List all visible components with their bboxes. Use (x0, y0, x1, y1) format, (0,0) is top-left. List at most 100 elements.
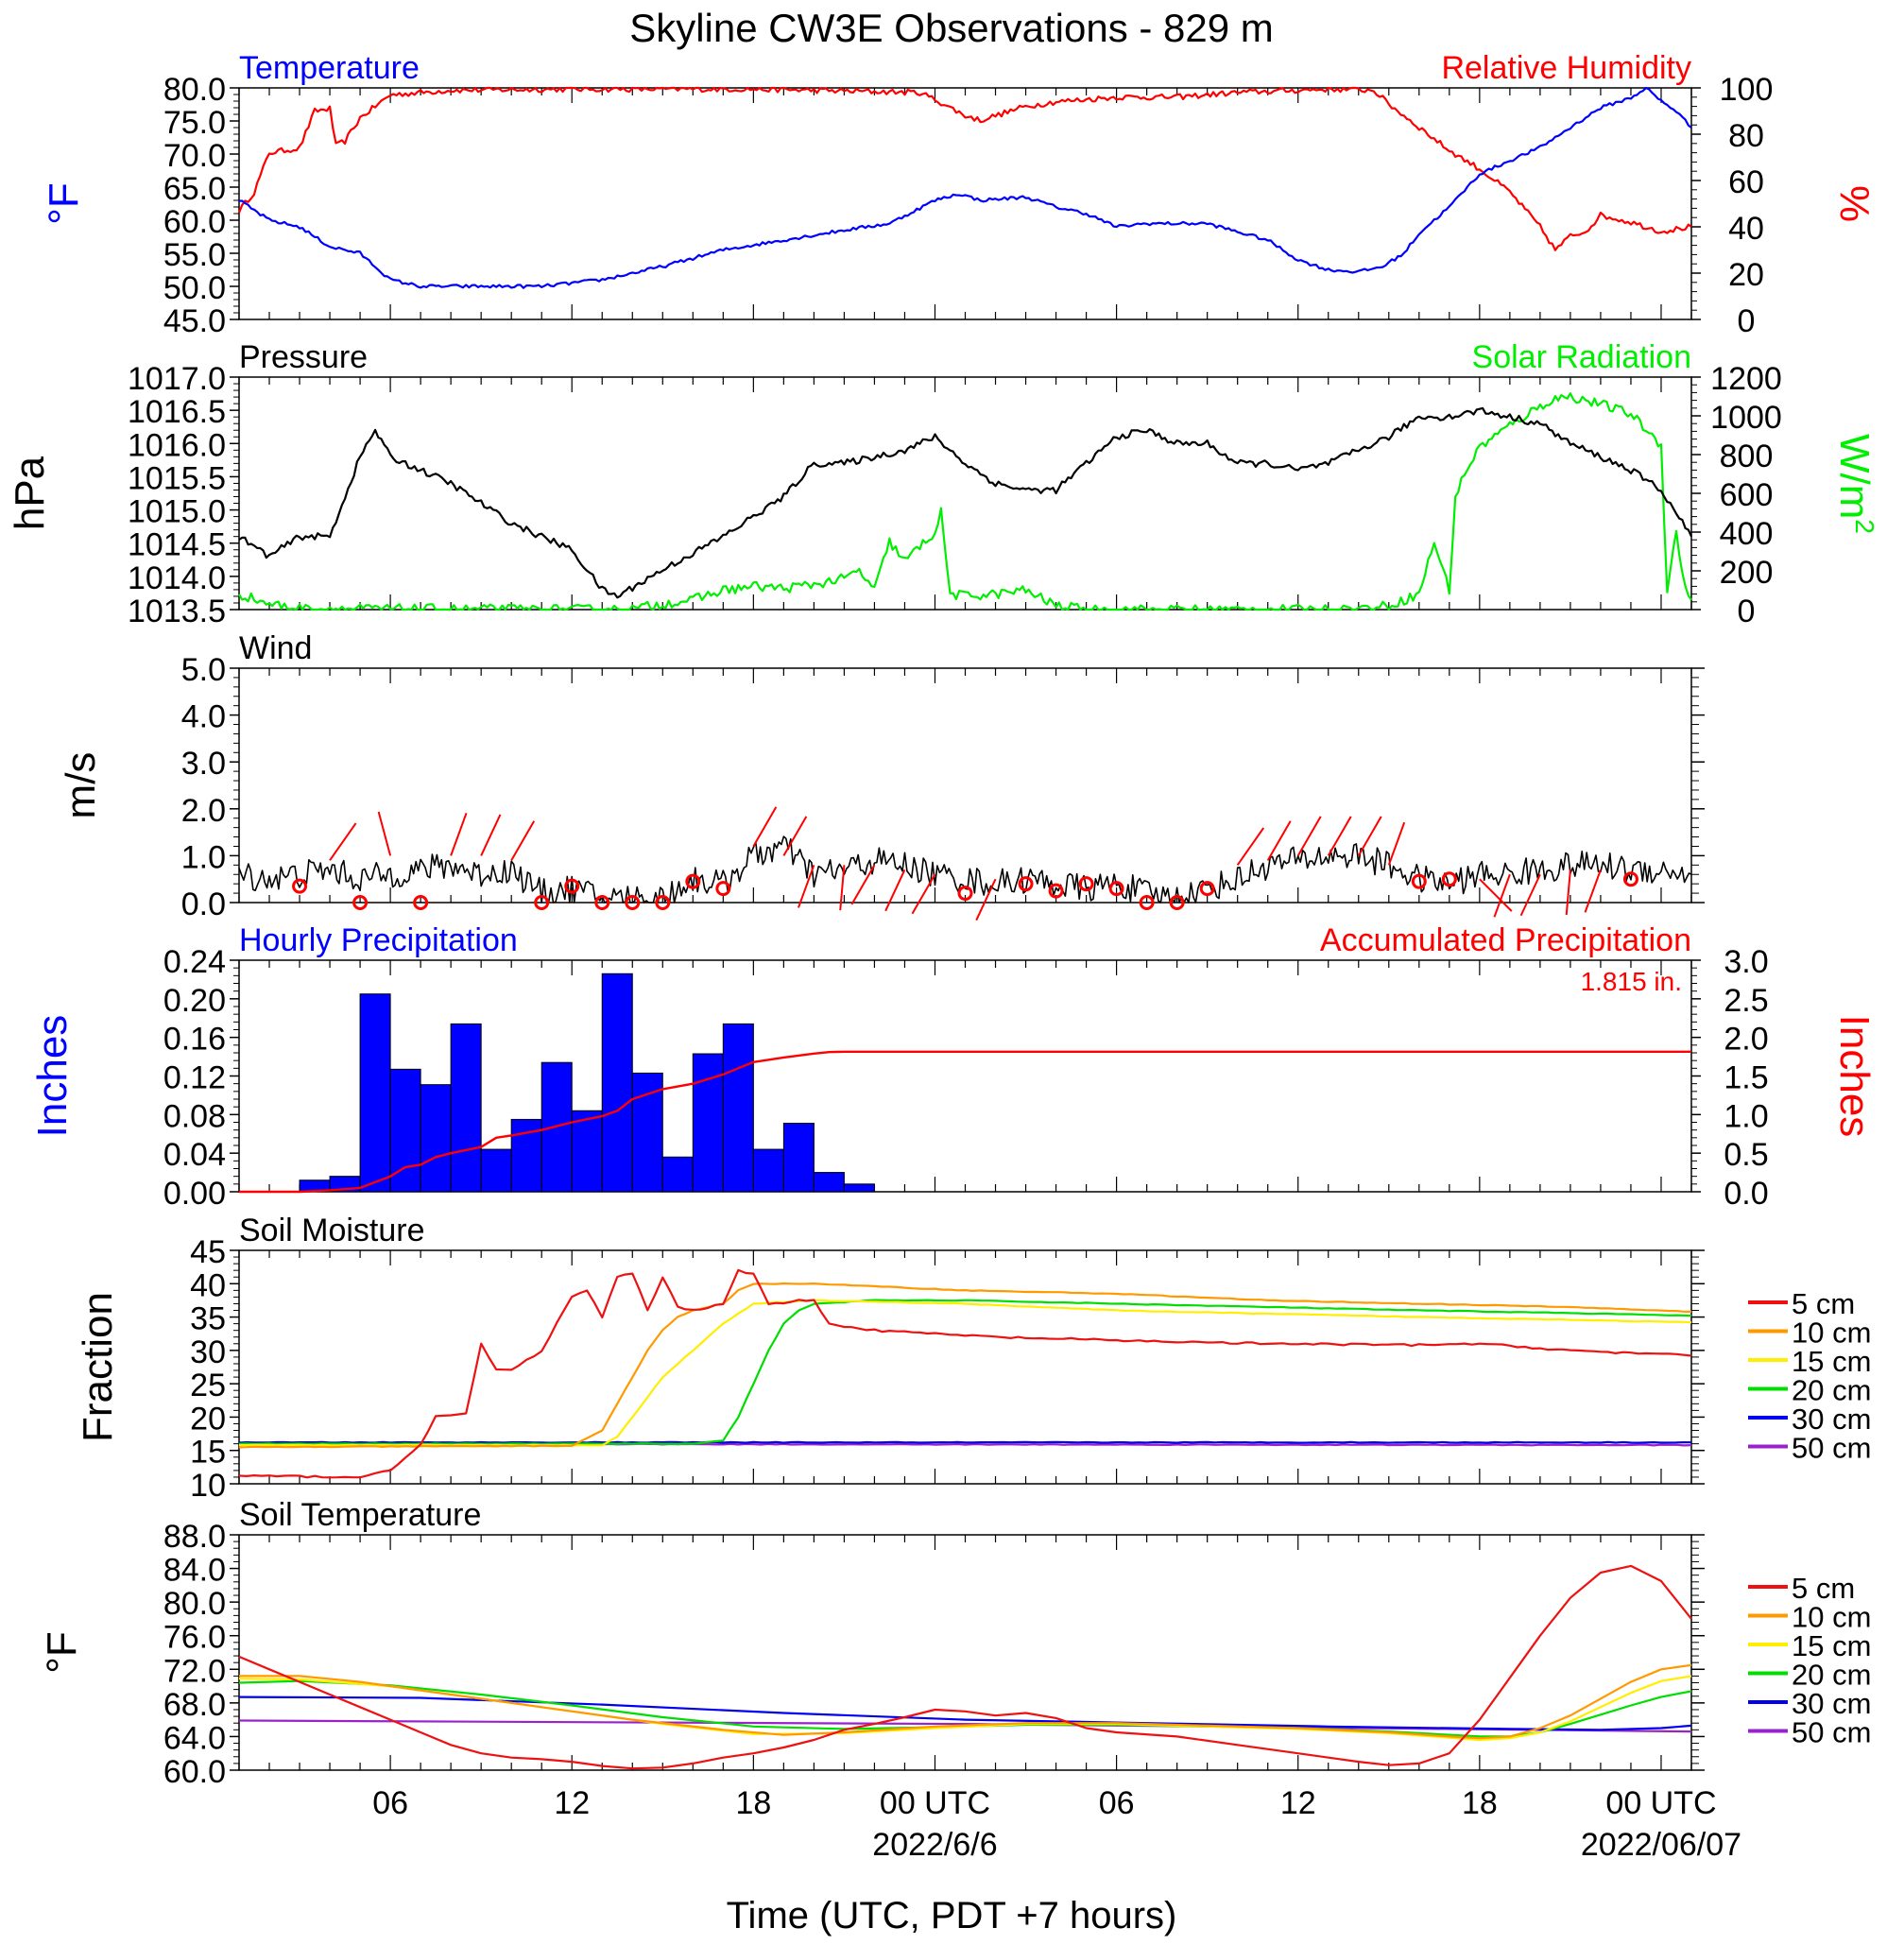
precip-bar (601, 972, 633, 1193)
soil-moisture-tick-label: 25 (190, 1368, 226, 1403)
pressure-axis-label: hPa (7, 456, 53, 530)
soil-moisture-title: Soil Moisture (239, 1213, 425, 1248)
soil-moisture-tick-label: 40 (190, 1267, 226, 1303)
soil-temp-tick-label: 72.0 (163, 1653, 226, 1689)
wind-barb (1296, 816, 1322, 856)
soil-temp-tick-label: 60.0 (163, 1754, 226, 1790)
legend-label: 50 cm (1792, 1716, 1871, 1749)
wind-barb (1327, 816, 1352, 856)
panels: 80.075.070.065.060.055.050.045.010080604… (7, 50, 1879, 1863)
accum-precip-tick-label: 1.5 (1724, 1060, 1768, 1096)
pressure-tick-label: 1016.0 (128, 427, 226, 463)
soil-temp-line-5cm (238, 1564, 1692, 1770)
accum-precip-line (239, 1050, 1691, 1194)
wind-barb (975, 878, 997, 921)
hourly-precip-tick-label: 0.08 (163, 1098, 226, 1134)
pressure-tick-label: 1013.5 (128, 594, 226, 629)
temperature-tick-label: 80.0 (163, 72, 226, 108)
soil-moisture-line-5cm (238, 1268, 1692, 1479)
precip-bar (420, 1084, 452, 1193)
solar-tick-label: 1200 (1710, 361, 1782, 397)
pressure-title: Pressure (239, 339, 368, 375)
wind-barb (911, 873, 936, 915)
wind-barb-calm (1078, 876, 1094, 892)
humidity-tick-label: 80 (1728, 118, 1764, 154)
wind-barb-calm (292, 878, 308, 894)
wind-barb (1236, 827, 1265, 866)
solar-axis-label: W/m2 (1831, 434, 1879, 534)
accum-precip-tick-label: 2.5 (1724, 983, 1768, 1019)
soil-moisture-tick-label: 45 (190, 1234, 226, 1270)
precip-bar (752, 1148, 784, 1193)
wind-tick-label: 2.0 (181, 793, 226, 829)
wind-barb-calm (1199, 881, 1215, 897)
wind-barb (329, 822, 357, 861)
x-tick-label: 18 (735, 1785, 771, 1821)
soil-temp-tick-label: 88.0 (163, 1519, 226, 1555)
wind-barb (1493, 873, 1511, 918)
wind-barb (1519, 873, 1541, 917)
soil-temp-title: Soil Temperature (239, 1497, 481, 1533)
temperature-tick-label: 60.0 (163, 204, 226, 240)
solar-axis-superscript: 2 (1850, 519, 1879, 534)
accum-precip-tick-label: 0.0 (1724, 1176, 1768, 1212)
legend-label: 10 cm (1792, 1317, 1871, 1350)
humidity-tick-label: 100 (1720, 72, 1774, 108)
humidity-tick-label: 60 (1728, 164, 1764, 200)
wind-tick-label: 1.0 (181, 839, 226, 875)
panel-4-frame: 0.240.200.160.120.080.040.00 3.02.52.01.5… (29, 922, 1878, 1212)
solar-tick-label: 200 (1720, 555, 1774, 591)
wind-barb (1357, 816, 1382, 856)
precip-bar (359, 993, 391, 1193)
wind-barb (798, 864, 815, 908)
solar-tick-label: 1000 (1710, 400, 1782, 436)
wind-barb (1584, 869, 1602, 913)
wind-tick-label: 5.0 (181, 652, 226, 688)
x-date-label: 2022/06/07 (1581, 1827, 1741, 1863)
legend-label: 10 cm (1792, 1601, 1871, 1634)
temperature-tick-label: 45.0 (163, 303, 226, 339)
legend-label: 5 cm (1792, 1287, 1855, 1320)
precip-bar (722, 1023, 754, 1193)
x-date-label: 2022/6/6 (872, 1827, 997, 1863)
solar-line (238, 392, 1692, 611)
x-tick-label: 06 (372, 1785, 408, 1821)
wind-barb-calm (625, 895, 641, 910)
wind-barb-calm (594, 895, 610, 910)
wind-barb-calm (564, 878, 580, 894)
wind-title: Wind (239, 630, 312, 666)
humidity-axis-label: % (1831, 185, 1878, 222)
wind-barb (450, 812, 468, 856)
wind-barb (480, 814, 502, 856)
humidity-tick-label: 40 (1728, 211, 1764, 247)
temperature-tick-label: 70.0 (163, 138, 226, 174)
wind-barb (1266, 820, 1292, 861)
soil-moisture-tick-label: 35 (190, 1301, 226, 1337)
soil-moisture-line-15cm (238, 1299, 1692, 1447)
humidity-line (237, 86, 1692, 251)
soil-temp-tick-label: 76.0 (163, 1620, 226, 1656)
legend-label: 50 cm (1792, 1432, 1871, 1465)
wind-barb-calm (1622, 871, 1638, 887)
x-axis-label: Time (UTC, PDT +7 hours) (727, 1895, 1177, 1936)
temperature-title: Temperature (239, 50, 420, 86)
legend-label: 20 cm (1792, 1374, 1871, 1407)
soil-temp-tick-label: 64.0 (163, 1720, 226, 1756)
panel-6-frame: 88.084.080.076.072.068.064.060.0 Soil Tem… (39, 1497, 1871, 1863)
pressure-tick-label: 1014.5 (128, 527, 226, 563)
wind-barb-calm (1169, 895, 1185, 910)
soil-temp-tick-label: 68.0 (163, 1687, 226, 1723)
soil-moisture-tick-label: 10 (190, 1468, 226, 1504)
pressure-tick-label: 1015.5 (128, 460, 226, 496)
pressure-tick-label: 1016.5 (128, 394, 226, 430)
panel-3-frame: 5.0 4.0 3.0 2.0 1.0 0.0 Wind m/s (58, 630, 1705, 922)
precip-bar (782, 1123, 815, 1193)
hourly-precip-tick-label: 0.20 (163, 983, 226, 1019)
temperature-axis-label: °F (41, 182, 87, 224)
wind-barb (839, 865, 846, 911)
hourly-precip-tick-label: 0.00 (163, 1176, 226, 1212)
pressure-tick-label: 1017.0 (128, 361, 226, 397)
wind-barb (377, 811, 392, 856)
